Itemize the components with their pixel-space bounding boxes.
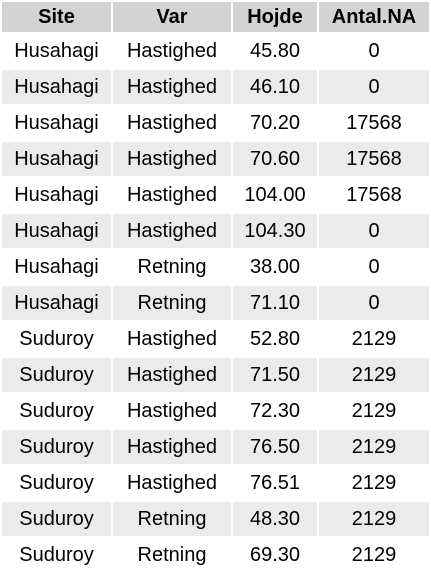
antal-na-cell: 0 xyxy=(319,286,429,320)
var-cell: Hastighed xyxy=(113,394,231,428)
hojde-cell: 72.30 xyxy=(233,394,317,428)
var-cell: Retning xyxy=(113,538,231,572)
hojde-cell: 104.30 xyxy=(233,214,317,248)
antal-na-cell: 0 xyxy=(319,250,429,284)
antal-na-cell: 2129 xyxy=(319,466,429,500)
site-cell: Husahagi xyxy=(2,178,111,212)
site-cell: Husahagi xyxy=(2,214,111,248)
var-cell: Hastighed xyxy=(113,178,231,212)
antal-na-cell: 17568 xyxy=(319,178,429,212)
table-row: Husahagi Hastighed 45.80 0 xyxy=(2,34,429,68)
hojde-cell: 52.80 xyxy=(233,322,317,356)
hojde-cell: 71.50 xyxy=(233,358,317,392)
hojde-cell: 76.51 xyxy=(233,466,317,500)
var-cell: Hastighed xyxy=(113,214,231,248)
hojde-cell: 46.10 xyxy=(233,70,317,104)
antal-na-cell: 2129 xyxy=(319,538,429,572)
site-cell: Suduroy xyxy=(2,466,111,500)
column-header-var: Var xyxy=(113,2,231,32)
table-row: Husahagi Hastighed 70.20 17568 xyxy=(2,106,429,140)
antal-na-cell: 2129 xyxy=(319,394,429,428)
var-cell: Hastighed xyxy=(113,430,231,464)
var-cell: Hastighed xyxy=(113,466,231,500)
table-row: Suduroy Retning 69.30 2129 xyxy=(2,538,429,572)
var-cell: Retning xyxy=(113,286,231,320)
antal-na-cell: 2129 xyxy=(319,322,429,356)
table-header: Site Var Hojde Antal.NA xyxy=(2,2,429,32)
antal-na-cell: 2129 xyxy=(319,358,429,392)
table-row: Husahagi Hastighed 104.00 17568 xyxy=(2,178,429,212)
table-row: Husahagi Hastighed 104.30 0 xyxy=(2,214,429,248)
table-row: Husahagi Retning 38.00 0 xyxy=(2,250,429,284)
site-cell: Husahagi xyxy=(2,106,111,140)
site-cell: Suduroy xyxy=(2,538,111,572)
antal-na-cell: 0 xyxy=(319,70,429,104)
hojde-cell: 76.50 xyxy=(233,430,317,464)
antal-na-cell: 17568 xyxy=(319,106,429,140)
var-cell: Hastighed xyxy=(113,34,231,68)
antal-na-cell: 2129 xyxy=(319,502,429,536)
site-cell: Husahagi xyxy=(2,286,111,320)
site-cell: Suduroy xyxy=(2,394,111,428)
site-cell: Husahagi xyxy=(2,142,111,176)
table-row: Husahagi Hastighed 70.60 17568 xyxy=(2,142,429,176)
hojde-cell: 104.00 xyxy=(233,178,317,212)
var-cell: Hastighed xyxy=(113,70,231,104)
antal-na-cell: 2129 xyxy=(319,430,429,464)
site-cell: Husahagi xyxy=(2,34,111,68)
table-row: Husahagi Retning 71.10 0 xyxy=(2,286,429,320)
var-cell: Hastighed xyxy=(113,106,231,140)
var-cell: Hastighed xyxy=(113,142,231,176)
site-cell: Husahagi xyxy=(2,250,111,284)
site-cell: Suduroy xyxy=(2,322,111,356)
var-cell: Retning xyxy=(113,250,231,284)
var-cell: Retning xyxy=(113,502,231,536)
column-header-hojde: Hojde xyxy=(233,2,317,32)
var-cell: Hastighed xyxy=(113,322,231,356)
antal-na-cell: 0 xyxy=(319,214,429,248)
hojde-cell: 69.30 xyxy=(233,538,317,572)
table-row: Suduroy Hastighed 72.30 2129 xyxy=(2,394,429,428)
column-header-site: Site xyxy=(2,2,111,32)
hojde-cell: 38.00 xyxy=(233,250,317,284)
hojde-cell: 71.10 xyxy=(233,286,317,320)
antal-na-cell: 0 xyxy=(319,34,429,68)
var-cell: Hastighed xyxy=(113,358,231,392)
table-row: Suduroy Hastighed 76.50 2129 xyxy=(2,430,429,464)
antal-na-cell: 17568 xyxy=(319,142,429,176)
site-cell: Suduroy xyxy=(2,502,111,536)
table-body: Husahagi Hastighed 45.80 0 Husahagi Hastighed… xyxy=(2,34,429,572)
column-header-antal-na: Antal.NA xyxy=(319,2,429,32)
hojde-cell: 48.30 xyxy=(233,502,317,536)
table-row: Husahagi Hastighed 46.10 0 xyxy=(2,70,429,104)
table-row: Suduroy Hastighed 71.50 2129 xyxy=(2,358,429,392)
site-cell: Husahagi xyxy=(2,70,111,104)
table-row: Suduroy Hastighed 76.51 2129 xyxy=(2,466,429,500)
hojde-cell: 45.80 xyxy=(233,34,317,68)
hojde-cell: 70.20 xyxy=(233,106,317,140)
site-cell: Suduroy xyxy=(2,430,111,464)
table-row: Suduroy Hastighed 52.80 2129 xyxy=(2,322,429,356)
site-cell: Suduroy xyxy=(2,358,111,392)
header-row: Site Var Hojde Antal.NA xyxy=(2,2,429,32)
table-row: Suduroy Retning 48.30 2129 xyxy=(2,502,429,536)
hojde-cell: 70.60 xyxy=(233,142,317,176)
